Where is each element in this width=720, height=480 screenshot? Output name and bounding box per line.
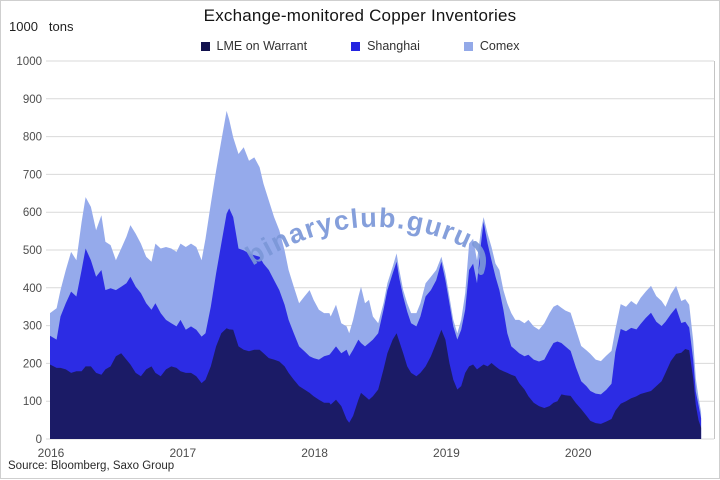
svg-text:900: 900	[23, 94, 42, 106]
svg-text:1000: 1000	[16, 56, 42, 68]
legend-item-comex: Comex	[463, 39, 520, 53]
svg-text:2019: 2019	[433, 446, 460, 460]
svg-text:2020: 2020	[565, 446, 592, 460]
source-attribution: Source: Bloomberg, Saxo Group	[8, 460, 175, 472]
svg-text:500: 500	[23, 245, 42, 257]
legend-label-shanghai: Shanghai	[367, 39, 420, 53]
legend-item-lme: LME on Warrant	[200, 39, 308, 53]
x-axis-tick-labels: 2016 2017 2018 2019 2020	[38, 446, 592, 460]
axis-unit-text: tons	[48, 19, 74, 34]
axis-unit-label: 1000 tons	[9, 19, 74, 34]
svg-text:200: 200	[23, 358, 42, 370]
stacked-areas	[50, 110, 702, 440]
chart-legend: LME on Warrant Shanghai Comex	[1, 38, 719, 54]
svg-text:0: 0	[36, 434, 42, 446]
comex-swatch-icon	[463, 41, 473, 51]
lme-swatch-icon	[200, 41, 210, 51]
legend-item-shanghai: Shanghai	[351, 39, 420, 53]
svg-text:300: 300	[23, 321, 42, 333]
svg-text:400: 400	[23, 283, 42, 295]
axis-unit-value: 1000	[9, 19, 38, 34]
shanghai-swatch-icon	[351, 41, 361, 51]
legend-label-lme: LME on Warrant	[216, 39, 308, 53]
svg-text:2018: 2018	[301, 446, 328, 460]
svg-text:100: 100	[23, 396, 42, 408]
svg-text:2016: 2016	[38, 446, 65, 460]
svg-text:700: 700	[23, 169, 42, 181]
page-title: Exchange-monitored Copper Inventories	[203, 6, 517, 25]
svg-text:800: 800	[23, 132, 42, 144]
area-lme-on-warrant	[50, 328, 702, 439]
svg-text:600: 600	[23, 207, 42, 219]
svg-text:2017: 2017	[169, 446, 196, 460]
legend-label-comex: Comex	[479, 39, 520, 53]
watermark-tail-swoosh	[472, 241, 486, 275]
